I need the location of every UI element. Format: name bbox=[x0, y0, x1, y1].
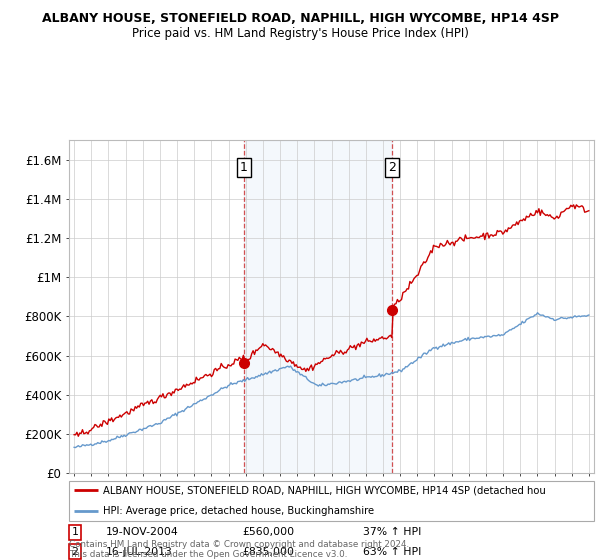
Text: 1: 1 bbox=[240, 161, 248, 174]
Text: 2: 2 bbox=[71, 547, 79, 557]
Text: £560,000: £560,000 bbox=[242, 528, 295, 538]
FancyBboxPatch shape bbox=[69, 480, 594, 521]
Text: ALBANY HOUSE, STONEFIELD ROAD, NAPHILL, HIGH WYCOMBE, HP14 4SP (detached hou: ALBANY HOUSE, STONEFIELD ROAD, NAPHILL, … bbox=[103, 486, 546, 496]
Text: Contains HM Land Registry data © Crown copyright and database right 2024.
This d: Contains HM Land Registry data © Crown c… bbox=[69, 540, 409, 559]
Text: 37% ↑ HPI: 37% ↑ HPI bbox=[363, 528, 421, 538]
Text: 16-JUL-2013: 16-JUL-2013 bbox=[106, 547, 173, 557]
Text: £835,000: £835,000 bbox=[242, 547, 294, 557]
Text: ALBANY HOUSE, STONEFIELD ROAD, NAPHILL, HIGH WYCOMBE, HP14 4SP: ALBANY HOUSE, STONEFIELD ROAD, NAPHILL, … bbox=[41, 12, 559, 25]
Text: Price paid vs. HM Land Registry's House Price Index (HPI): Price paid vs. HM Land Registry's House … bbox=[131, 27, 469, 40]
Text: 2: 2 bbox=[388, 161, 396, 174]
Text: 19-NOV-2004: 19-NOV-2004 bbox=[106, 528, 179, 538]
Bar bbox=[244, 140, 392, 473]
Text: 63% ↑ HPI: 63% ↑ HPI bbox=[363, 547, 421, 557]
Text: HPI: Average price, detached house, Buckinghamshire: HPI: Average price, detached house, Buck… bbox=[103, 506, 374, 516]
Text: 1: 1 bbox=[71, 528, 79, 538]
